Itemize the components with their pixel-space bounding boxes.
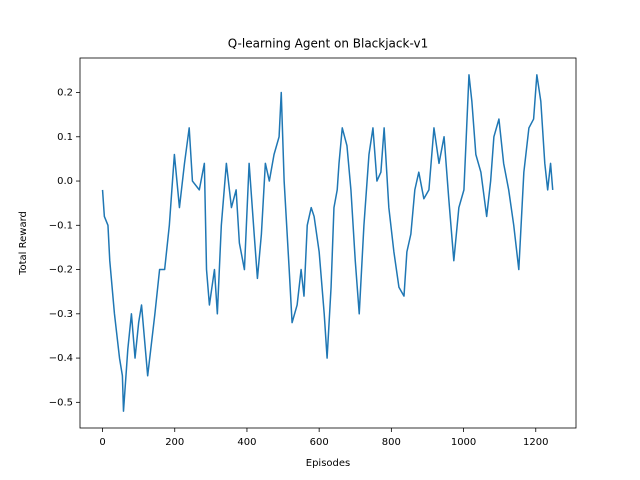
- x-tick-label: 400: [237, 437, 256, 448]
- y-tick-label: 0.1: [57, 132, 73, 143]
- data-line: [101, 74, 554, 412]
- x-tick-label: 1000: [451, 437, 476, 448]
- y-tick-label: −0.4: [49, 353, 73, 364]
- y-tick-label: −0.2: [49, 265, 73, 276]
- plot-frame: [79, 57, 577, 429]
- y-tick-label: 0.0: [57, 176, 73, 187]
- x-tick-label: 800: [382, 437, 401, 448]
- y-tick-label: −0.3: [49, 309, 73, 320]
- y-axis-label: Total Reward: [18, 211, 29, 276]
- chart-title: Q-learning Agent on Blackjack-v1: [228, 37, 428, 51]
- x-tick-label: 0: [99, 437, 105, 448]
- x-tick-label: 1200: [523, 437, 548, 448]
- y-tick-label: −0.1: [49, 220, 73, 231]
- y-tick-label: −0.5: [49, 397, 73, 408]
- x-tick-label: 600: [310, 437, 329, 448]
- x-axis-label: Episodes: [306, 458, 350, 469]
- x-tick-label: 200: [165, 437, 184, 448]
- y-tick-label: 0.2: [57, 88, 73, 99]
